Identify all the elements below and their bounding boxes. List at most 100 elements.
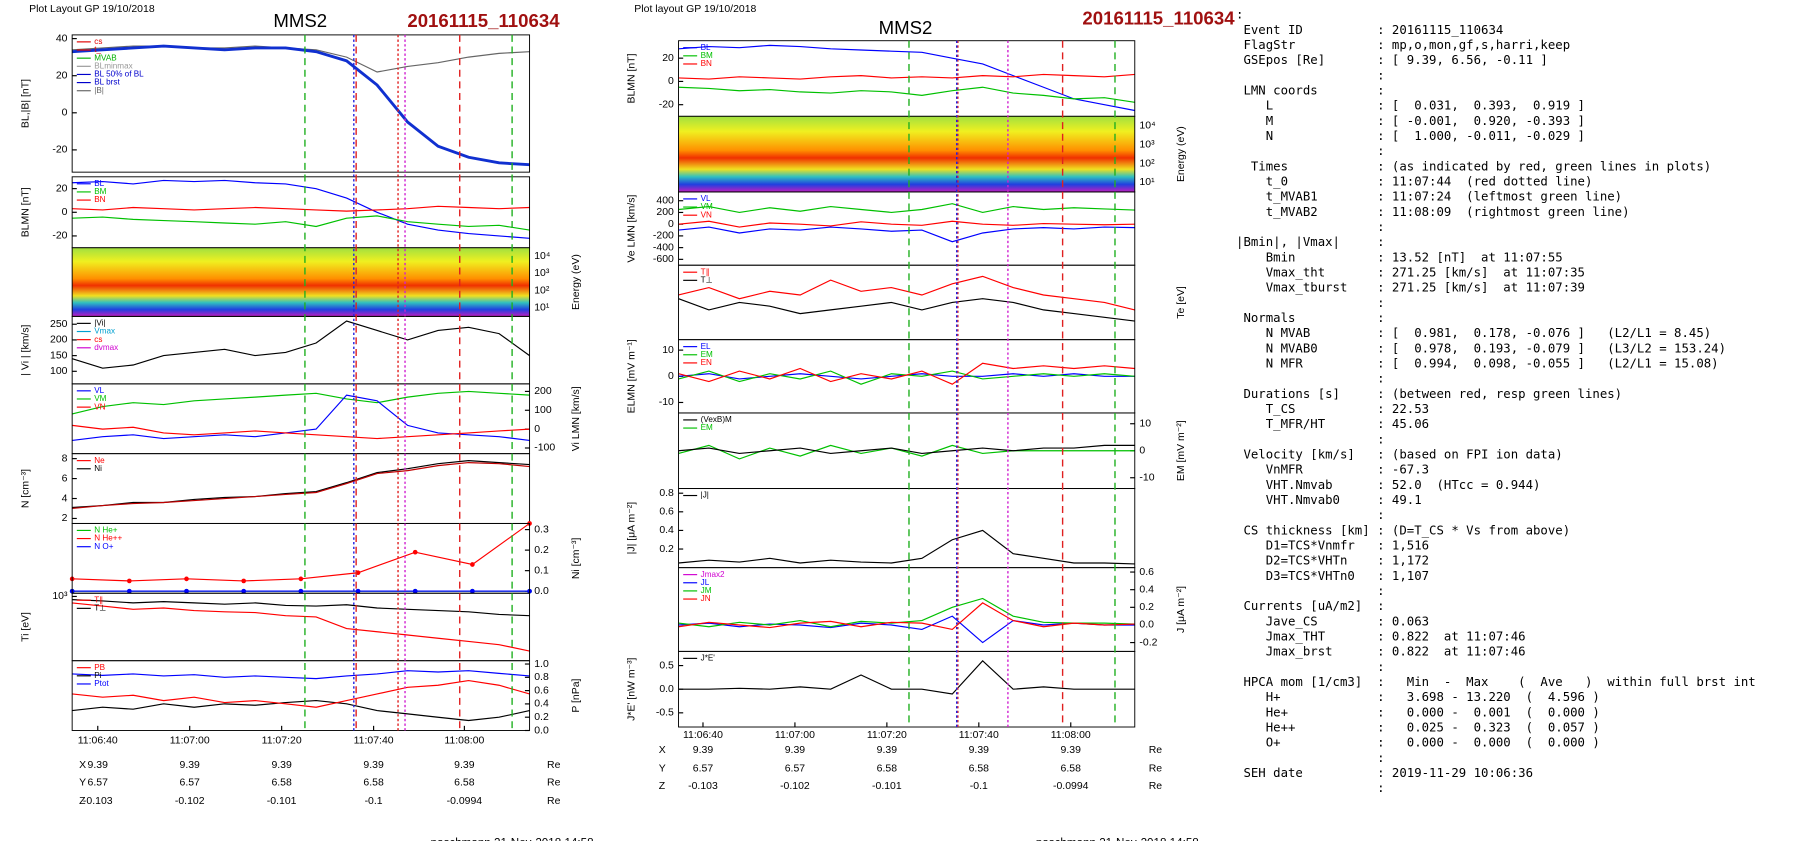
- y-axis-label: BLMN [nT]: [20, 187, 31, 237]
- y-axis-label: Energy (eV): [1176, 126, 1187, 182]
- spacecraft: MMS2: [879, 17, 933, 38]
- summary-line: He+ : 0.000 - 0.001 ( 0.000 ): [1236, 705, 1600, 719]
- y-tick-label: 0.0: [659, 684, 674, 695]
- position-cell: X: [659, 745, 666, 756]
- series-line: [678, 444, 1135, 460]
- series-line: [678, 44, 1135, 112]
- y-tick-label: 10³: [52, 591, 68, 602]
- footer: paschmann 21-Nov-2018 14:58: [431, 836, 594, 841]
- legend-label: T⊥: [94, 604, 106, 613]
- summary-line: D2=TCS*VHTn : 1,172: [1236, 554, 1429, 568]
- panel-frame: [678, 339, 1136, 414]
- y-axis-label: Ve LMN [km/s]: [627, 194, 638, 262]
- panel-frame: [678, 650, 1136, 728]
- y-tick-label: -20: [52, 231, 67, 242]
- summary-line: L : [ 0.031, 0.393, 0.919 ]: [1236, 99, 1585, 113]
- y-tick-label: 0: [62, 108, 68, 119]
- y-tick-label: 0.3: [534, 524, 549, 535]
- summary-line: :: [1236, 8, 1243, 22]
- legend-label: T∥: [701, 267, 710, 276]
- position-cell: Re: [547, 760, 561, 771]
- energy-tick-label: 10³: [1139, 139, 1155, 150]
- summary-line: LMN coords :: [1236, 83, 1384, 97]
- summary-line: CS thickness [km] : (D=T_CS * Vs from ab…: [1236, 523, 1570, 537]
- summary-line: T_MFR/HT : 45.06: [1236, 417, 1429, 431]
- position-cell: 9.39: [693, 745, 714, 756]
- legend-label: BM: [94, 187, 106, 196]
- legend-label: EM: [701, 423, 713, 432]
- panel: 0.8 0.6 0.4 0.2 |J| |J| [μA m⁻²]: [627, 488, 1136, 569]
- position-cell: 9.39: [88, 760, 109, 771]
- position-cell: Y: [659, 764, 666, 775]
- series-dot: [298, 576, 304, 582]
- y-axis-label: Ti [eV]: [20, 612, 31, 642]
- position-cell: Re: [1149, 781, 1163, 792]
- series-dot: [127, 578, 132, 584]
- legend-label: JN: [701, 594, 711, 603]
- summary-line: Currents [uA/m2] :: [1236, 599, 1384, 613]
- y-tick-label: 0.4: [534, 699, 549, 710]
- panel-frame: [71, 315, 531, 385]
- summary-line: Times : (as indicated by red, green line…: [1236, 159, 1711, 173]
- y-tick-label: 0: [668, 371, 674, 382]
- series-line: [72, 460, 530, 509]
- y-axis-label: N [cm⁻³]: [20, 469, 31, 508]
- event-id: 20161115_110634: [1082, 8, 1235, 29]
- summary-line: |Bmin|, |Vmax| :: [1236, 235, 1384, 249]
- series-dot: [184, 576, 189, 582]
- series-line: [678, 275, 1135, 311]
- position-cell: -0.0994: [447, 796, 483, 807]
- summary-line: H+ : 3.698 - 13.220 ( 4.596 ): [1236, 690, 1600, 704]
- position-cell: -0.102: [175, 796, 205, 807]
- summary-line: :: [1236, 508, 1384, 522]
- x-tick-label: 11:07:00: [775, 730, 815, 741]
- y-tick-label: 0.6: [659, 507, 674, 518]
- y-tick-label: 1.0: [534, 659, 549, 670]
- position-cell: 6.58: [363, 778, 384, 789]
- plot-header: Plot layout GP 19/10/2018: [634, 4, 756, 15]
- legend-label: EM: [701, 350, 713, 359]
- summary-line: Vmax_tburst : 271.25 [km/s] at 11:07:39: [1236, 281, 1585, 295]
- y-axis-label: Te [eV]: [1176, 286, 1187, 319]
- y-axis-label: |J| [μA m⁻²]: [627, 502, 638, 555]
- summary-line: :: [1236, 296, 1384, 310]
- summary-line: D3=TCS*VHTn0 : 1,107: [1236, 569, 1429, 583]
- y-tick-label: 0: [668, 76, 674, 87]
- spectrogram: [678, 116, 1135, 192]
- position-cell: 6.58: [1061, 764, 1082, 775]
- summary-line: O+ : 0.000 - 0.000 ( 0.000 ): [1236, 736, 1600, 750]
- y-tick-label: 0.2: [534, 712, 549, 723]
- legend-label: VM: [701, 202, 713, 211]
- legend-label: MVAB: [94, 53, 116, 62]
- y-tick-label: -0.2: [1139, 637, 1157, 648]
- summary-line: HPCA mom [1/cm3] : Min - Max ( Ave ) wit…: [1236, 675, 1756, 689]
- y-tick-label: 0: [62, 207, 68, 218]
- position-cell: -0.103: [688, 781, 718, 792]
- series-dot: [241, 588, 247, 594]
- summary-line: SEH date : 2019-11-29 10:06:36: [1236, 766, 1533, 780]
- y-axis-label: BL,|B| [nT]: [20, 79, 31, 128]
- summary-line: :: [1236, 751, 1384, 765]
- series-dot: [470, 588, 475, 594]
- energy-tick-label: 10⁴: [534, 251, 550, 262]
- series-dot: [412, 549, 418, 555]
- x-tick-label: 11:07:00: [170, 736, 210, 747]
- series-line: [72, 390, 530, 415]
- x-tick-label: 11:07:40: [354, 736, 394, 747]
- panel-frame: [678, 264, 1136, 341]
- series-line: [72, 462, 530, 510]
- panel-frame: [71, 522, 531, 594]
- summary-line: :: [1236, 68, 1384, 82]
- y-axis-label: J*E' [nW m⁻³]: [627, 657, 638, 720]
- summary-line: Normals :: [1236, 311, 1384, 325]
- x-tick-label: 11:08:00: [444, 736, 484, 747]
- legend-label: JM: [701, 586, 712, 595]
- series-line: [72, 670, 530, 680]
- position-cell: 6.57: [693, 764, 714, 775]
- panel-frame: [71, 592, 531, 662]
